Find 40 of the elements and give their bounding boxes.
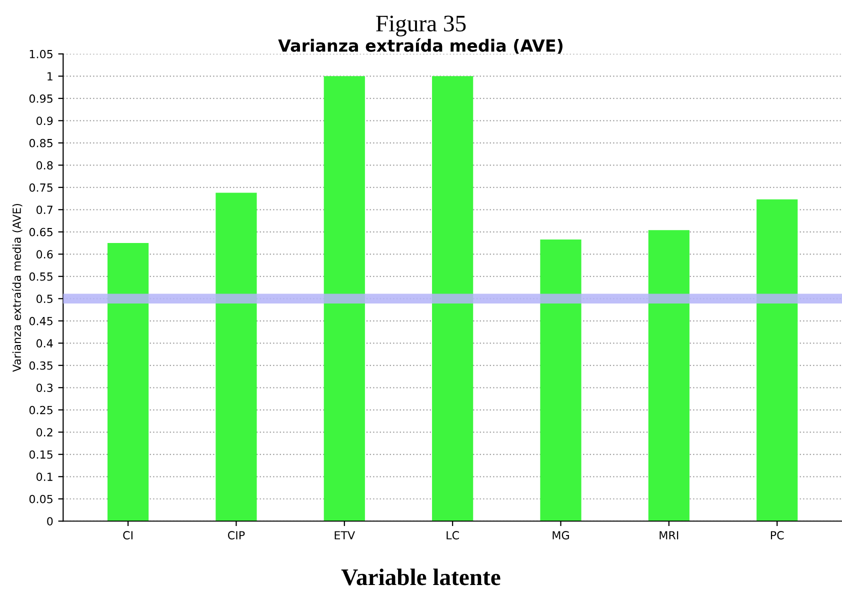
x-tick-label: CI bbox=[123, 531, 132, 540]
y-tick-label: 0 bbox=[47, 517, 53, 526]
x-tick-label: ETV bbox=[334, 531, 356, 540]
y-tick-label: 0.7 bbox=[36, 206, 52, 214]
bar bbox=[108, 243, 149, 522]
y-tick-label: 0.55 bbox=[29, 272, 52, 281]
x-tick-label: PC bbox=[770, 531, 784, 540]
y-tick-label: 0.4 bbox=[36, 339, 53, 348]
y-tick-label: 0.85 bbox=[29, 138, 52, 148]
y-tick-label: 1 bbox=[48, 72, 52, 80]
y-tick-label: 0.75 bbox=[29, 183, 52, 192]
y-tick-label: 0.2 bbox=[36, 428, 52, 437]
x-axis-title: Variable latente bbox=[341, 568, 500, 586]
y-tick-label: 0.1 bbox=[36, 472, 52, 482]
y-tick-label: 0.95 bbox=[29, 94, 52, 103]
y-tick-label: 1.05 bbox=[30, 50, 52, 58]
y-tick-label: 0.15 bbox=[29, 450, 52, 459]
y-tick-label: 0.5 bbox=[36, 294, 52, 304]
bar bbox=[432, 76, 474, 522]
y-tick-label: 0.25 bbox=[29, 406, 52, 414]
x-tick-label: LC bbox=[446, 531, 459, 540]
x-tick-label: MG bbox=[552, 531, 569, 540]
bar bbox=[216, 192, 257, 522]
y-tick-label: 0.35 bbox=[29, 361, 52, 370]
y-tick-label: 0.3 bbox=[36, 384, 53, 392]
x-tick-label: CIP bbox=[228, 531, 245, 540]
y-tick-label: 0.6 bbox=[36, 250, 53, 259]
chart-title: Figura 35 bbox=[376, 16, 466, 36]
bar bbox=[324, 76, 365, 522]
y-axis-title: Varianza extraída media (AVE) bbox=[12, 204, 22, 372]
chart-subtitle: Varianza extraída media (AVE) bbox=[278, 38, 562, 54]
bar bbox=[756, 199, 798, 522]
y-tick-label: 0.05 bbox=[29, 494, 52, 504]
x-tick-label: MRI bbox=[660, 531, 678, 540]
y-tick-label: 0.65 bbox=[29, 228, 52, 236]
y-tick-label: 0.8 bbox=[36, 161, 53, 170]
y-tick-label: 0.45 bbox=[29, 316, 52, 326]
y-tick-label: 0.9 bbox=[36, 116, 53, 126]
bar bbox=[540, 239, 582, 522]
bar bbox=[648, 230, 690, 522]
